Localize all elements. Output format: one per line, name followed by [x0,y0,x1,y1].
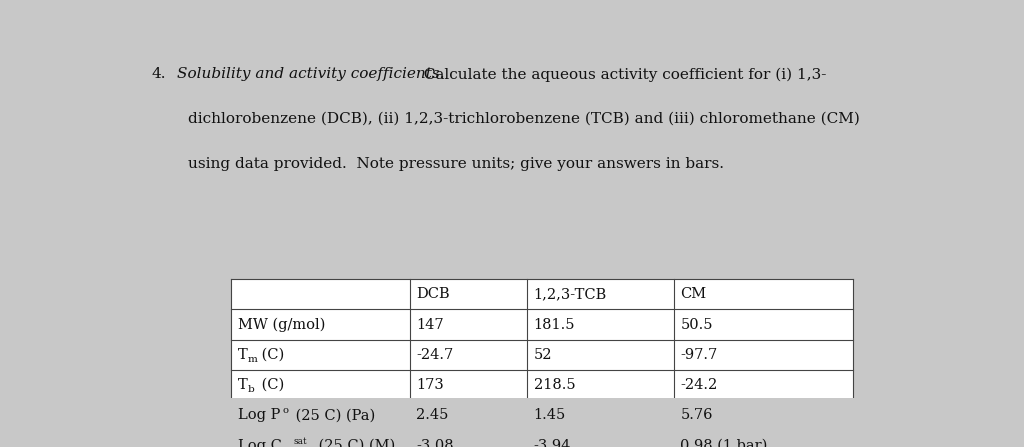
Text: -3.94: -3.94 [534,439,571,447]
Bar [674,370,853,400]
Text: 52: 52 [534,348,552,362]
Text: T: T [238,348,247,362]
Bar [674,309,853,340]
Bar [674,340,853,370]
Text: Calculate the aqueous activity coefficient for (i) 1,3-: Calculate the aqueous activity coefficie… [414,67,826,82]
Text: dichlorobenzene (DCB), (ii) 1,2,3-trichlorobenzene (TCB) and (iii) chloromethane: dichlorobenzene (DCB), (ii) 1,2,3-trichl… [187,112,859,126]
Bar [527,430,674,447]
Bar [231,279,410,309]
Bar [674,430,853,447]
Bar [410,430,527,447]
Text: 1.45: 1.45 [534,409,566,422]
Text: T: T [238,378,247,392]
Text: Solubility and activity coefficients.: Solubility and activity coefficients. [177,67,444,81]
Text: 4.: 4. [152,67,166,81]
Text: -24.7: -24.7 [416,348,454,362]
Text: 0.98 (1 bar): 0.98 (1 bar) [680,439,768,447]
Text: b: b [248,385,255,394]
Bar [527,370,674,400]
Bar [410,309,527,340]
Bar [527,279,674,309]
Bar [410,279,527,309]
Bar [231,430,410,447]
Bar [527,400,674,430]
Text: 173: 173 [416,378,443,392]
Text: -24.2: -24.2 [680,378,718,392]
Bar [674,400,853,430]
Text: -97.7: -97.7 [680,348,718,362]
Text: 218.5: 218.5 [534,378,575,392]
Text: using data provided.  Note pressure units; give your answers in bars.: using data provided. Note pressure units… [187,157,724,171]
Text: (C): (C) [257,348,285,362]
Bar [231,309,410,340]
Text: 50.5: 50.5 [680,317,713,332]
Text: CM: CM [680,287,707,301]
Text: o: o [283,406,289,415]
Text: m: m [248,355,258,364]
Text: 181.5: 181.5 [534,317,575,332]
Text: (C): (C) [257,378,285,392]
Text: 1,2,3-TCB: 1,2,3-TCB [534,287,607,301]
Text: DCB: DCB [416,287,450,301]
Text: w: w [282,446,291,447]
Text: MW (g/mol): MW (g/mol) [238,317,325,332]
Text: (25 C) (M): (25 C) (M) [313,439,395,447]
Text: 5.76: 5.76 [680,409,713,422]
Bar [231,370,410,400]
Bar [231,400,410,430]
Bar [410,370,527,400]
Text: Log C: Log C [238,439,282,447]
Bar [231,340,410,370]
Bar [527,309,674,340]
Bar [410,340,527,370]
Text: Log P: Log P [238,409,280,422]
Bar [674,279,853,309]
Text: 147: 147 [416,317,443,332]
Text: 2.45: 2.45 [416,409,449,422]
Text: (25 C) (Pa): (25 C) (Pa) [292,409,376,422]
Bar [527,340,674,370]
Text: -3.08: -3.08 [416,439,454,447]
Text: sat: sat [294,437,307,446]
Bar [410,400,527,430]
